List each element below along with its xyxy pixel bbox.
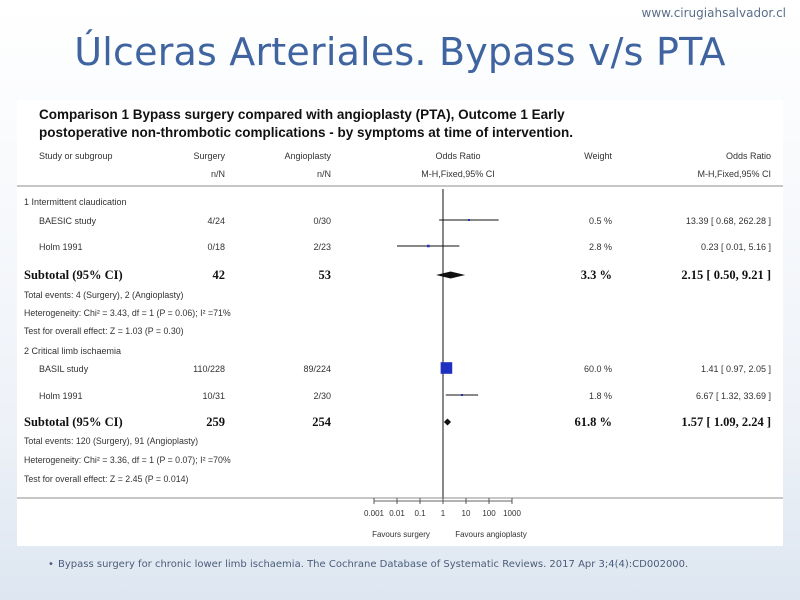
- study-weight: 0.5 %: [589, 216, 612, 226]
- subtotal-angioplasty: 53: [319, 268, 332, 282]
- study-angioplasty: 89/224: [303, 364, 331, 374]
- group-note: Heterogeneity: Chi² = 3.36, df = 1 (P = …: [24, 455, 231, 465]
- study-angioplasty: 2/23: [313, 242, 331, 252]
- x-axis-tick-label: 1: [441, 509, 446, 518]
- group-note: Total events: 120 (Surgery), 91 (Angiopl…: [24, 436, 198, 446]
- study-angioplasty: 2/30: [313, 391, 331, 401]
- x-axis-tick-label: 100: [482, 509, 496, 518]
- forest-plot: Comparison 1 Bypass surgery compared wit…: [17, 107, 783, 539]
- header-angioplasty: Angioplasty: [284, 151, 331, 161]
- study-name: Holm 1991: [39, 391, 83, 401]
- study-weight: 1.8 %: [589, 391, 612, 401]
- group-note: Test for overall effect: Z = 1.03 (P = 0…: [24, 326, 184, 336]
- x-axis-tick-label: 0.1: [414, 509, 426, 518]
- subtotal-weight: 3.3 %: [581, 268, 612, 282]
- subtotal-diamond: [443, 418, 452, 426]
- subtotal-odds-ratio: 2.15 [ 0.50, 9.21 ]: [681, 268, 771, 282]
- study-name: Holm 1991: [39, 242, 83, 252]
- forest-plot-figure: Comparison 1 Bypass surgery compared wit…: [17, 100, 783, 546]
- x-axis-tick-label: 0.01: [389, 509, 405, 518]
- figure-caption-line-2: postoperative non-thrombotic complicatio…: [39, 125, 573, 140]
- subtotal-weight: 61.8 %: [575, 415, 613, 429]
- x-axis-ticks: 0.001 0.01 0.1 1 10 100 1000: [364, 498, 521, 518]
- header-odds-ratio-2: Odds Ratio: [726, 151, 771, 161]
- study-surgery: 10/31: [202, 391, 225, 401]
- favours-surgery-label: Favours surgery: [372, 530, 430, 539]
- x-axis-tick-label: 0.001: [364, 509, 385, 518]
- subtotal-angioplasty: 254: [312, 415, 332, 429]
- subtotal-label: Subtotal (95% CI): [24, 268, 123, 282]
- study-weight: 60.0 %: [584, 364, 612, 374]
- study-odds-ratio: 6.67 [ 1.32, 33.69 ]: [696, 391, 771, 401]
- subtotal-surgery: 259: [206, 415, 225, 429]
- slide-title: Úlceras Arteriales. Bypass v/s PTA: [74, 30, 726, 74]
- study-odds-ratio: 0.23 [ 0.01, 5.16 ]: [701, 242, 771, 252]
- study-odds-ratio: 1.41 [ 0.97, 2.05 ]: [701, 364, 771, 374]
- x-axis-tick-label: 1000: [503, 509, 521, 518]
- subtotal-diamond: [436, 271, 466, 279]
- study-odds-ratio: 13.39 [ 0.68, 262.28 ]: [686, 216, 771, 226]
- header-surgery-sub: n/N: [211, 169, 225, 179]
- group-note: Test for overall effect: Z = 2.45 (P = 0…: [24, 474, 189, 484]
- x-axis-tick-label: 10: [462, 509, 471, 518]
- favours-angioplasty-label: Favours angioplasty: [455, 530, 527, 539]
- subtotal-surgery: 42: [213, 268, 226, 282]
- study-weight-square: [440, 362, 453, 374]
- header-surgery: Surgery: [193, 151, 225, 161]
- footnote-text: Bypass surgery for chronic lower limb is…: [58, 559, 689, 570]
- group-note: Heterogeneity: Chi² = 3.43, df = 1 (P = …: [24, 308, 231, 318]
- study-weight-square: [467, 219, 470, 221]
- header-weight: Weight: [584, 151, 612, 161]
- header-angioplasty-sub: n/N: [317, 169, 331, 179]
- header-study: Study or subgroup: [39, 151, 113, 161]
- bullet-icon: •: [48, 559, 54, 570]
- site-url: www.cirugiahsalvador.cl: [641, 6, 786, 20]
- study-weight-square: [460, 393, 463, 397]
- header-odds-ratio: Odds Ratio: [435, 151, 480, 161]
- figure-caption-line-1: Comparison 1 Bypass surgery compared wit…: [39, 107, 565, 122]
- study-angioplasty: 0/30: [313, 216, 331, 226]
- header-odds-ratio-2-sub: M-H,Fixed,95% CI: [697, 169, 771, 179]
- group-1-label: 1 Intermittent claudication: [24, 197, 127, 207]
- study-weight: 2.8 %: [589, 242, 612, 252]
- forest-marks: [397, 219, 499, 426]
- subtotal-label: Subtotal (95% CI): [24, 415, 123, 429]
- study-weight-square: [427, 244, 430, 248]
- study-surgery: 110/228: [193, 364, 225, 374]
- study-name: BASIL study: [39, 364, 89, 374]
- study-surgery: 0/18: [207, 242, 225, 252]
- study-surgery: 4/24: [207, 216, 225, 226]
- footnote: • Bypass surgery for chronic lower limb …: [48, 559, 689, 570]
- group-2-label: 2 Critical limb ischaemia: [24, 346, 121, 356]
- group-note: Total events: 4 (Surgery), 2 (Angioplast…: [24, 290, 183, 300]
- header-odds-ratio-sub: M-H,Fixed,95% CI: [421, 169, 495, 179]
- study-name: BAESIC study: [39, 216, 97, 226]
- subtotal-odds-ratio: 1.57 [ 1.09, 2.24 ]: [681, 415, 771, 429]
